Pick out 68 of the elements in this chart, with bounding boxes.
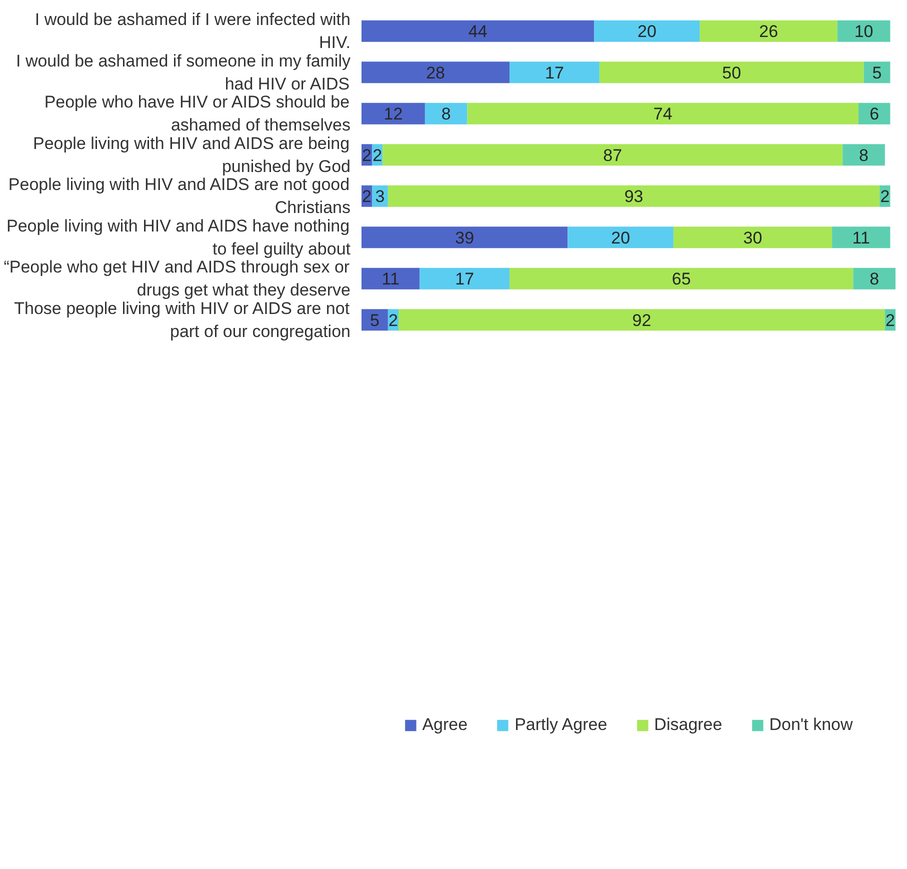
data-label: 65 [672,270,691,289]
y-tick-label: People living with HIV and AIDS are not good Christians [8,175,351,218]
data-label: 26 [759,22,778,42]
bar [858,102,890,124]
bar [420,268,510,290]
legend-label: Disagree [654,715,722,735]
y-tick-label: I would be ashamed if someone in my family had HIV or AIDS [16,51,351,94]
legend-label: Partly Agree [514,715,608,735]
data-label: 2 [362,187,372,206]
data-label: 87 [603,146,622,165]
data-label: 50 [722,63,742,82]
y-tick-label: People who have HIV or AIDS should be ashamed of themselves [44,92,351,135]
bar [362,20,594,42]
data-label: 74 [653,104,672,124]
bar [594,20,700,42]
bar [853,268,896,290]
data-label: 5 [370,310,380,330]
data-label: 44 [468,22,488,42]
data-label: 2 [388,310,398,330]
data-label: 17 [545,63,564,82]
bar [599,62,864,84]
bar [832,226,890,248]
data-label: 12 [384,104,403,124]
data-label: 28 [426,63,445,82]
data-label: 17 [455,270,474,289]
data-label: 2 [885,310,895,330]
data-label: 2 [362,146,372,165]
data-label: 8 [441,104,451,124]
data-label: 11 [382,270,400,289]
data-label: 2 [880,187,890,206]
y-tick-label: “People who get HIV and AIDS through sex or drugs get what they deserve [4,258,351,300]
bar [362,309,388,331]
bar [510,268,854,290]
data-label: 10 [854,22,874,42]
y-tick-label: Those people living with HIV or AIDS are not part of our congregation [14,298,351,341]
bar [837,20,890,42]
data-label: 20 [611,228,630,248]
legend-label: Agree [422,715,468,735]
legend-label: Don't know [769,715,853,735]
bar [382,144,843,166]
data-label: 8 [870,270,880,289]
bar [362,226,568,248]
bar [362,62,510,84]
bar [362,102,425,124]
bar [362,268,420,290]
bar [673,226,832,248]
data-label: 8 [859,146,869,165]
data-label: 20 [638,22,656,42]
data-label: 3 [375,187,385,206]
data-label: 2 [372,146,382,165]
y-tick-label: People living with HIV and AIDS are being punished by God [32,134,351,176]
bar [388,185,880,207]
data-label: 6 [870,104,880,124]
y-tick-label: People living with HIV and AIDS have nothing to feel guilty about [6,216,351,258]
data-label: 92 [632,310,652,330]
y-tick-label: I would be ashamed if I were infected with HIV. [34,10,351,52]
bar [424,102,468,124]
bar [842,144,885,166]
data-label: 93 [624,187,644,206]
data-label: 39 [455,228,474,248]
bar [467,102,858,124]
data-label: 11 [852,228,870,248]
data-label: 30 [743,228,762,248]
bar [568,226,674,248]
data-label: 5 [872,63,882,82]
bar [398,309,885,331]
bar [700,20,838,42]
bar [510,62,600,84]
